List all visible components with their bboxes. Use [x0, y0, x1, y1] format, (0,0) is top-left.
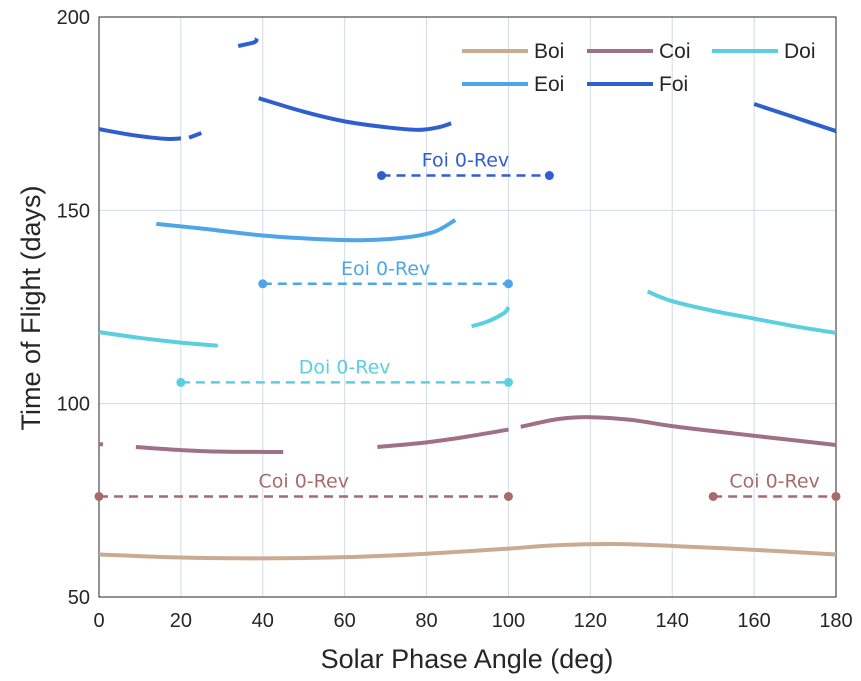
x-tick-label: 120 — [574, 610, 607, 632]
x-tick-label: 180 — [819, 610, 852, 632]
y-tick-label: 150 — [57, 200, 90, 222]
legend-label: Doi — [784, 40, 816, 63]
legend-label: Foi — [659, 73, 688, 96]
annotation-endpoint — [544, 171, 554, 181]
annotation-endpoint — [503, 491, 513, 501]
annotation-layer: Foi 0-Rev Eoi 0-Rev Doi 0-Rev Coi 0-Rev Coi … — [94, 150, 841, 501]
annotation-endpoint — [708, 491, 718, 501]
y-tick-label: 200 — [57, 7, 90, 29]
series-layer — [98, 37, 837, 561]
annotation-label: Doi 0-Rev — [299, 356, 391, 378]
x-axis-title: Solar Phase Angle (deg) — [321, 644, 614, 674]
series-line-boi — [98, 542, 837, 561]
annotation-label: Coi 0-Rev — [729, 470, 819, 492]
series-line-foi — [188, 131, 203, 140]
annotation-endpoint — [377, 171, 387, 181]
annotation-endpoint — [258, 279, 268, 289]
annotation-endpoint — [94, 491, 104, 501]
series-line-foi — [753, 102, 837, 133]
annotation-endpoint — [176, 377, 186, 387]
x-tick-label: 20 — [170, 610, 192, 632]
legend-label: Eoi — [534, 73, 564, 96]
x-tick-label: 40 — [252, 610, 274, 632]
series-line-foi — [258, 96, 452, 132]
series-line-foi — [237, 37, 259, 48]
annotation-endpoint — [503, 377, 513, 387]
y-tick-label: 50 — [68, 587, 90, 609]
annotation-label: Eoi 0-Rev — [341, 258, 430, 280]
legend: Boi Coi Doi Eoi Foi — [462, 40, 816, 96]
plot-frame — [98, 16, 837, 598]
annotation-label: Foi 0-Rev — [422, 150, 509, 172]
series-line-coi — [520, 415, 837, 448]
series-line-doi — [646, 289, 837, 335]
x-tick-label: 60 — [334, 610, 356, 632]
x-tick-label: 0 — [93, 610, 104, 632]
legend-label: Coi — [659, 40, 691, 63]
annotation-label: Coi 0-Rev — [259, 470, 349, 492]
series-line-doi — [98, 330, 218, 348]
tick-labels: 0 20 40 60 80 100 120 140 160 180 50 100 150 200 — [57, 7, 853, 632]
series-line-coi — [377, 427, 509, 449]
series-line-coi — [135, 444, 284, 454]
series-line-eoi — [156, 218, 457, 243]
x-tick-label: 140 — [656, 610, 689, 632]
series-line-doi — [471, 305, 511, 329]
x-tick-label: 160 — [737, 610, 770, 632]
x-tick-label: 100 — [492, 610, 525, 632]
legend-label: Boi — [534, 40, 564, 63]
annotation-endpoint — [503, 279, 513, 289]
plot-area — [98, 16, 837, 598]
series-line-foi — [98, 127, 181, 141]
x-tick-label: 80 — [415, 610, 437, 632]
y-axis-title: Time of Flight (days) — [16, 185, 46, 430]
y-tick-label: 100 — [57, 394, 90, 416]
annotation-endpoint — [831, 491, 841, 501]
